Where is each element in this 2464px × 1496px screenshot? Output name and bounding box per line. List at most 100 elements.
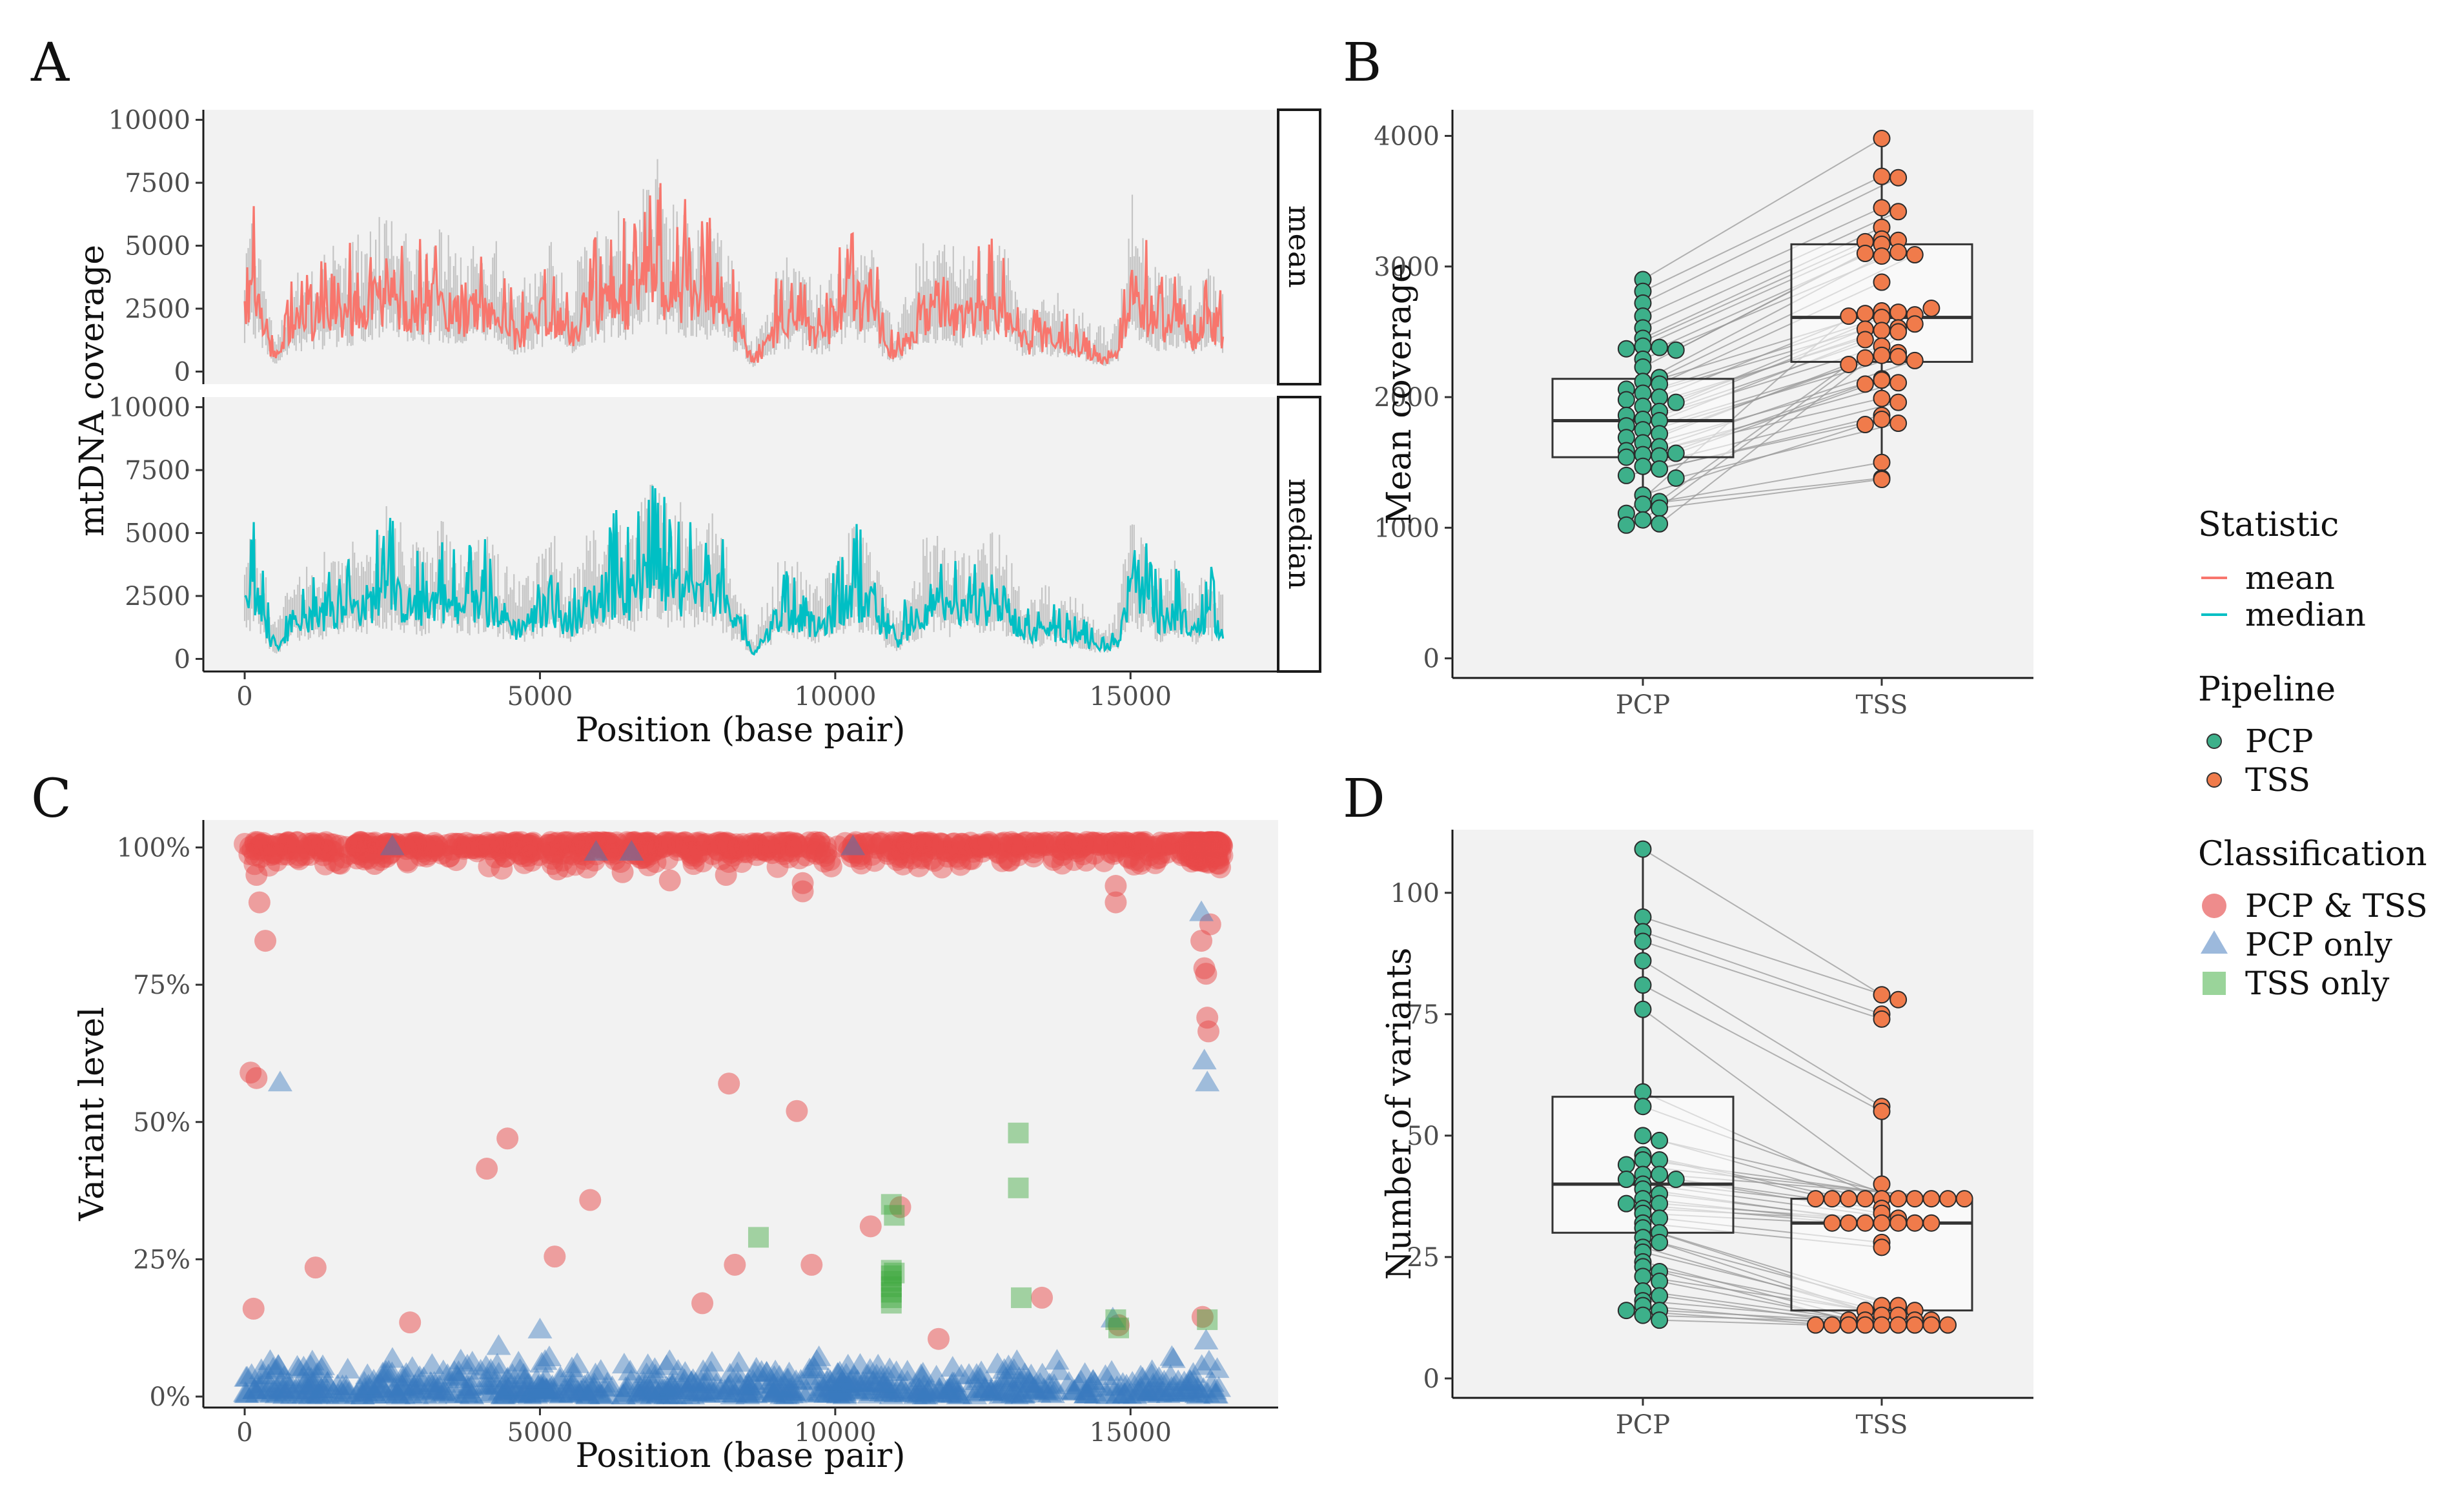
pcp-tss-circle: [345, 834, 368, 856]
pcp-tss-circle: [1181, 835, 1203, 858]
pcp-only-triangle: [973, 1377, 998, 1399]
pcp-only-triangle: [1171, 1380, 1196, 1402]
pcp-tss-circle: [1186, 837, 1208, 860]
pcp-tss-circle: [689, 841, 712, 863]
pcp-only-triangle: [314, 1378, 340, 1399]
pcp-only-triangle: [1185, 1377, 1210, 1399]
pcp-tss-circle: [1192, 850, 1214, 872]
pcp-only-triangle: [761, 1373, 786, 1394]
pcp-tss-circle: [441, 832, 463, 855]
dot-tss: [1840, 1214, 1858, 1232]
pcp-only-triangle: [474, 1355, 499, 1376]
pcp-tss-circle: [869, 832, 891, 855]
point-pcp-only: [1192, 1049, 1217, 1070]
pcp-only-triangle: [654, 1354, 679, 1375]
pcp-tss-circle: [312, 844, 335, 866]
point-tss-only: [1008, 1177, 1029, 1198]
pcp-tss-circle: [976, 833, 999, 856]
pcp-only-triangle: [1120, 1371, 1145, 1392]
dot-pcp: [1651, 1233, 1669, 1251]
pcp-only-triangle: [456, 1375, 482, 1397]
pcp-tss-circle: [594, 834, 616, 856]
pcp-only-triangle: [926, 1380, 952, 1401]
pcp-only-triangle: [1142, 1379, 1167, 1400]
pcp-tss-circle: [1208, 834, 1231, 857]
pcp-tss-circle: [1126, 836, 1149, 859]
pair-line: [1642, 477, 1882, 505]
pcp-tss-circle: [846, 841, 868, 864]
pair-line: [1642, 176, 1882, 292]
pcp-tss-circle: [618, 832, 640, 854]
pcp-tss-circle: [988, 842, 1010, 865]
pcp-only-triangle: [371, 1377, 396, 1398]
pcp-only-triangle: [646, 1382, 671, 1403]
pcp-tss-circle: [1086, 834, 1108, 856]
pcp-tss-circle: [868, 832, 891, 855]
pcp-only-triangle: [1059, 1379, 1084, 1400]
pcp-only-triangle: [1152, 1369, 1177, 1391]
pcp-tss-circle: [1207, 832, 1230, 855]
pcp-only-triangle: [423, 1383, 448, 1404]
pcp-tss-circle: [1149, 843, 1172, 865]
pair-line: [1659, 1319, 1816, 1326]
pcp-tss-circle: [482, 836, 505, 859]
pcp-tss-circle: [505, 831, 527, 854]
pcp-only-triangle: [1204, 1382, 1229, 1404]
pcp-only-triangle: [390, 1365, 415, 1386]
pcp-only-triangle: [370, 1361, 395, 1382]
pcp-tss-circle: [626, 843, 649, 866]
pcp-tss-circle: [887, 846, 910, 868]
pcp-tss-circle: [1015, 831, 1037, 854]
dot-pcp: [1651, 388, 1669, 406]
pcp-only-triangle: [334, 1374, 359, 1395]
pcp-only-triangle: [940, 1356, 965, 1377]
pcp-tss-circle: [736, 841, 759, 863]
panel-letter-c: C: [31, 768, 72, 830]
pcp-only-triangle: [850, 1371, 875, 1392]
pcp-tss-circle: [598, 832, 620, 854]
pair-line: [1642, 916, 1899, 1001]
pcp-only-triangle: [448, 1348, 473, 1369]
pcp-tss-circle: [517, 834, 540, 857]
dot-pcp: [1634, 908, 1652, 926]
pcp-only-triangle: [860, 1380, 885, 1401]
pcp-only-triangle: [1012, 1362, 1037, 1384]
pcp-tss-circle: [669, 832, 691, 854]
pcp-only-triangle: [673, 1361, 698, 1382]
pcp-tss-circle: [732, 841, 755, 863]
pcp-tss-circle: [1197, 834, 1220, 857]
pcp-tss-circle: [1205, 844, 1228, 866]
pcp-tss-circle: [540, 831, 562, 854]
pcp-tss-circle: [234, 832, 256, 855]
dot-tss: [1856, 349, 1874, 367]
pcp-only-triangle: [273, 1380, 298, 1402]
point-pcp-and-tss: [800, 1253, 823, 1276]
pcp-tss-circle: [724, 837, 747, 859]
panel-letter-d: D: [1343, 768, 1385, 830]
pcp-only-triangle: [548, 1382, 573, 1404]
pcp-tss-circle: [632, 832, 655, 854]
dot-pcp: [1634, 457, 1652, 475]
pcp-only-triangle: [805, 1381, 830, 1402]
pcp-tss-circle: [296, 832, 318, 855]
pcp-tss-circle: [1183, 831, 1206, 854]
point-pcp-and-tss: [245, 1067, 268, 1089]
pcp-tss-circle: [1198, 832, 1221, 854]
pcp-only-triangle: [638, 1378, 663, 1400]
pcp-tss-circle: [1197, 841, 1220, 864]
pcp-only-triangle: [654, 1375, 679, 1397]
pcp-tss-circle: [768, 831, 790, 854]
pcp-only-triangle: [250, 1364, 275, 1385]
pcp-tss-circle: [471, 835, 493, 857]
pcp-only-triangle: [871, 1374, 896, 1395]
pcp-only-triangle: [944, 1380, 969, 1401]
pcp-only-triangle: [811, 1377, 837, 1398]
pcp-only-triangle: [500, 1363, 525, 1384]
pcp-only-triangle: [574, 1382, 599, 1404]
pcp-tss-circle: [1193, 843, 1216, 865]
pcp-only-triangle: [797, 1357, 822, 1378]
pcp-only-triangle: [1003, 1381, 1028, 1402]
pcp-tss-circle: [1188, 833, 1210, 856]
pcp-tss-circle: [1074, 834, 1096, 856]
